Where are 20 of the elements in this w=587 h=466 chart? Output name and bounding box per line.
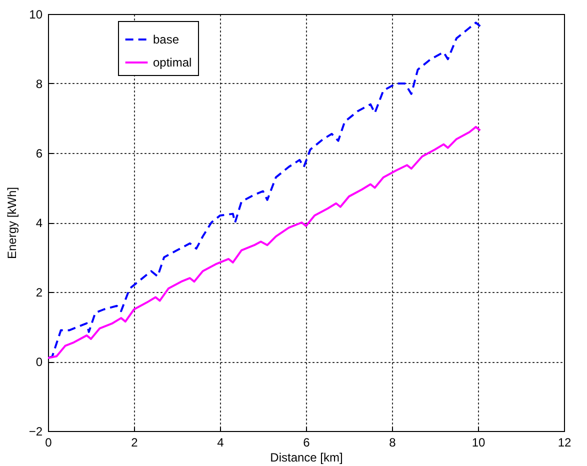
x-tick-label: 6 [303,436,310,450]
legend-label: base [153,32,180,46]
y-tick-label: 0 [36,355,43,369]
x-tick-label: 4 [217,436,224,450]
y-tick-label: −2 [28,424,43,438]
y-tick-label: 6 [36,146,43,160]
y-tick-label: 8 [36,77,43,91]
x-tick-label: 10 [472,436,486,450]
y-axis-title: Energy [kWh] [4,186,19,260]
x-tick-label: 12 [558,436,572,450]
x-axis-title: Distance [km] [270,450,343,464]
legend-label: optimal [153,56,192,70]
x-tick-label: 8 [389,436,396,450]
y-tick-label: 4 [36,216,43,230]
x-tick-label: 2 [131,436,138,450]
y-tick-label: 10 [29,8,43,22]
line-series [48,22,482,360]
x-tick-label: 0 [45,436,52,450]
y-tick-label: 2 [36,286,43,300]
line-series [48,126,482,360]
